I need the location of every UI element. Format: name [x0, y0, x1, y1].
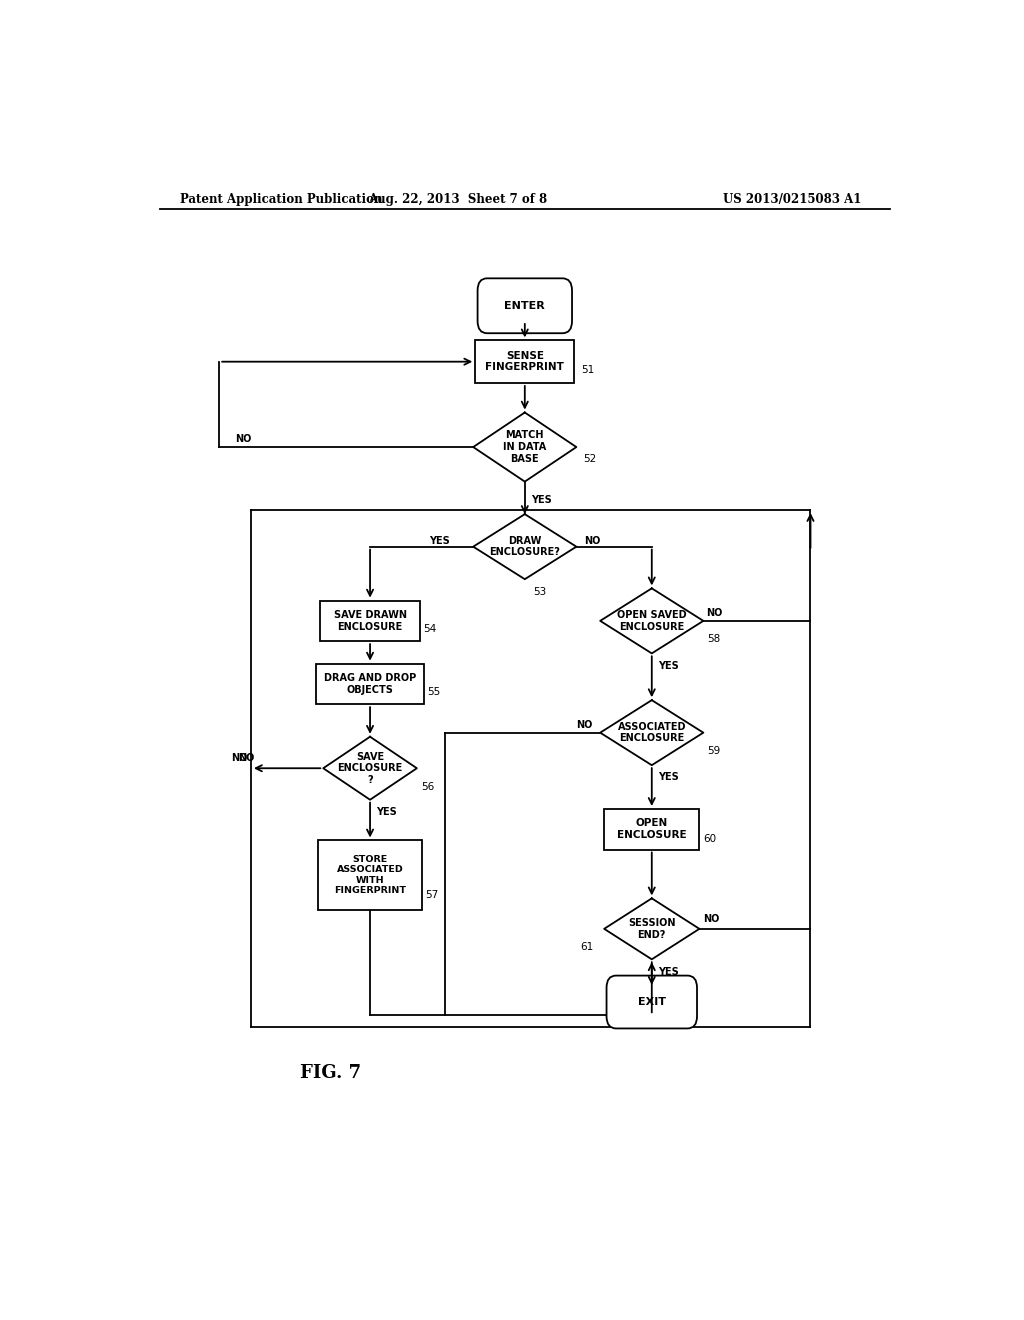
Text: NO: NO: [585, 536, 601, 545]
Text: SAVE
ENCLOSURE
?: SAVE ENCLOSURE ?: [338, 751, 402, 785]
FancyBboxPatch shape: [606, 975, 697, 1028]
Text: US 2013/0215083 A1: US 2013/0215083 A1: [723, 193, 861, 206]
Polygon shape: [324, 737, 417, 800]
Text: 53: 53: [532, 587, 546, 598]
Text: NO: NO: [239, 754, 255, 763]
FancyBboxPatch shape: [321, 601, 420, 642]
Text: SAVE DRAWN
ENCLOSURE: SAVE DRAWN ENCLOSURE: [334, 610, 407, 632]
Text: Aug. 22, 2013  Sheet 7 of 8: Aug. 22, 2013 Sheet 7 of 8: [368, 193, 547, 206]
Text: FIG. 7: FIG. 7: [300, 1064, 360, 1082]
Text: Patent Application Publication: Patent Application Publication: [179, 193, 382, 206]
Text: SESSION
END?: SESSION END?: [628, 917, 676, 940]
Text: DRAG AND DROP
OBJECTS: DRAG AND DROP OBJECTS: [324, 673, 416, 694]
Polygon shape: [600, 589, 703, 653]
FancyBboxPatch shape: [475, 341, 574, 383]
Text: EXIT: EXIT: [638, 997, 666, 1007]
Text: MATCH
IN DATA
BASE: MATCH IN DATA BASE: [503, 430, 547, 463]
Text: 56: 56: [421, 781, 434, 792]
Text: 55: 55: [428, 686, 441, 697]
Text: 57: 57: [426, 890, 439, 900]
Text: YES: YES: [658, 772, 679, 783]
Text: DRAW
ENCLOSURE?: DRAW ENCLOSURE?: [489, 536, 560, 557]
Text: SENSE
FINGERPRINT: SENSE FINGERPRINT: [485, 351, 564, 372]
Text: NO: NO: [236, 434, 252, 444]
Text: STORE
ASSOCIATED
WITH
FINGERPRINT: STORE ASSOCIATED WITH FINGERPRINT: [334, 855, 407, 895]
Text: YES: YES: [658, 966, 679, 977]
FancyBboxPatch shape: [316, 664, 424, 704]
Text: YES: YES: [430, 536, 451, 545]
Text: YES: YES: [531, 495, 552, 506]
Text: NO: NO: [703, 913, 720, 924]
Text: 61: 61: [581, 942, 594, 952]
Text: NO: NO: [230, 754, 247, 763]
FancyBboxPatch shape: [318, 841, 422, 909]
Text: ENTER: ENTER: [505, 301, 545, 310]
Text: OPEN
ENCLOSURE: OPEN ENCLOSURE: [617, 818, 686, 840]
Polygon shape: [600, 700, 703, 766]
Text: 60: 60: [703, 834, 717, 845]
Text: 59: 59: [708, 746, 721, 756]
Polygon shape: [604, 899, 699, 960]
Text: YES: YES: [377, 807, 397, 817]
FancyBboxPatch shape: [477, 279, 572, 333]
Text: NO: NO: [707, 607, 723, 618]
Text: OPEN SAVED
ENCLOSURE: OPEN SAVED ENCLOSURE: [617, 610, 686, 632]
Text: ASSOCIATED
ENCLOSURE: ASSOCIATED ENCLOSURE: [617, 722, 686, 743]
Text: NO: NO: [577, 719, 593, 730]
FancyBboxPatch shape: [604, 809, 699, 850]
Text: 52: 52: [583, 454, 596, 465]
Text: 54: 54: [424, 624, 437, 634]
Polygon shape: [473, 515, 577, 579]
Polygon shape: [473, 412, 577, 482]
Text: 58: 58: [708, 634, 721, 644]
Text: YES: YES: [658, 660, 679, 671]
Text: 51: 51: [581, 364, 594, 375]
